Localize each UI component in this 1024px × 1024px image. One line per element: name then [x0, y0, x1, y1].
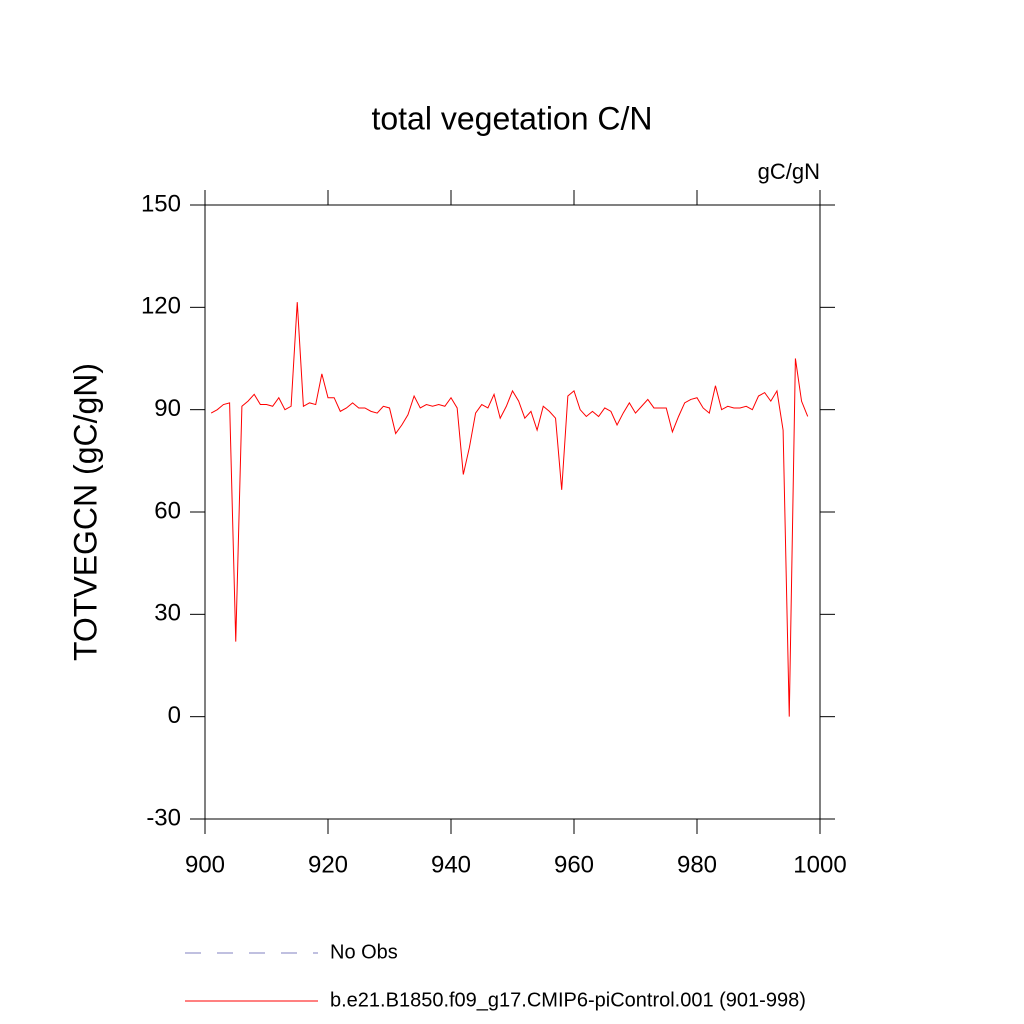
x-tick-label: 920 — [308, 851, 348, 878]
y-tick-label: 30 — [154, 600, 181, 627]
y-axis-label: TOTVEGCN (gC/gN) — [67, 363, 103, 661]
y-tick-label: 0 — [168, 702, 181, 729]
data-line — [210, 302, 809, 717]
y-tick-label: 90 — [154, 395, 181, 422]
x-tick-label: 1000 — [793, 851, 846, 878]
y-tick-label: 150 — [141, 190, 181, 217]
legend-label: No Obs — [330, 941, 398, 963]
chart-title: total vegetation C/N — [371, 100, 652, 136]
x-tick-label: 940 — [431, 851, 471, 878]
units-label: gC/gN — [758, 159, 820, 184]
y-tick-label: 60 — [154, 497, 181, 524]
y-tick-label: -30 — [146, 804, 181, 831]
x-tick-label: 960 — [554, 851, 594, 878]
legend-label: b.e21.B1850.f09_g17.CMIP6-piControl.001 … — [330, 989, 806, 1011]
x-tick-label: 900 — [185, 851, 225, 878]
y-tick-label: 120 — [141, 293, 181, 320]
x-tick-label: 980 — [677, 851, 717, 878]
plot-frame — [204, 204, 821, 820]
